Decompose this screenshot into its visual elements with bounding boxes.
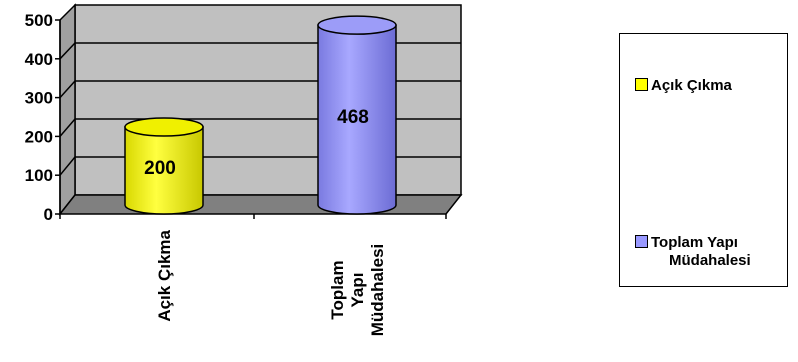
y-tick-label: 200 — [25, 127, 53, 146]
x-category-label: Yapı — [348, 273, 367, 308]
plot-side-wall — [59, 3, 76, 217]
legend-item-toplam-yapi: Toplam Yapı Müdahalesi — [620, 234, 798, 270]
legend-swatch-yellow — [635, 78, 648, 91]
legend-item-acik-cikma: Açık Çıkma — [620, 77, 798, 95]
x-category-label: Toplam — [328, 260, 347, 319]
x-category-label: Müdahalesi — [368, 244, 387, 337]
legend-label: Açık Çıkma — [651, 77, 732, 94]
y-tick-label: 0 — [44, 205, 53, 224]
gridline-side — [59, 156, 76, 176]
y-tick-label: 300 — [25, 89, 53, 108]
y-tick-label: 400 — [25, 50, 53, 69]
bar-0 — [124, 117, 204, 215]
y-tick-label: 100 — [25, 166, 53, 185]
gridline-side — [59, 80, 76, 99]
bar-body — [124, 126, 204, 215]
bar-top — [124, 117, 204, 137]
gridline-side — [59, 42, 76, 60]
y-tick-label: 500 — [25, 11, 53, 30]
legend: Açık Çıkma Toplam Yapı Müdahalesi — [619, 33, 788, 287]
bar-top — [317, 15, 397, 35]
legend-label-line1: Toplam Yapı — [651, 234, 738, 251]
x-category-label: Açık Çıkma — [155, 229, 174, 321]
bar-body — [317, 24, 397, 215]
legend-label-line2: Müdahalesi — [669, 252, 751, 269]
data-label: 200 — [144, 158, 176, 179]
bar-1 — [317, 15, 397, 215]
data-label: 468 — [337, 107, 369, 128]
legend-swatch-blue — [635, 235, 648, 248]
gridline-side — [59, 118, 76, 137]
bar-chart: 0 100 200 300 400 500 200 468 Açık Çıkma Toplam Y… — [25, 3, 463, 337]
plot-floor — [58, 194, 463, 215]
